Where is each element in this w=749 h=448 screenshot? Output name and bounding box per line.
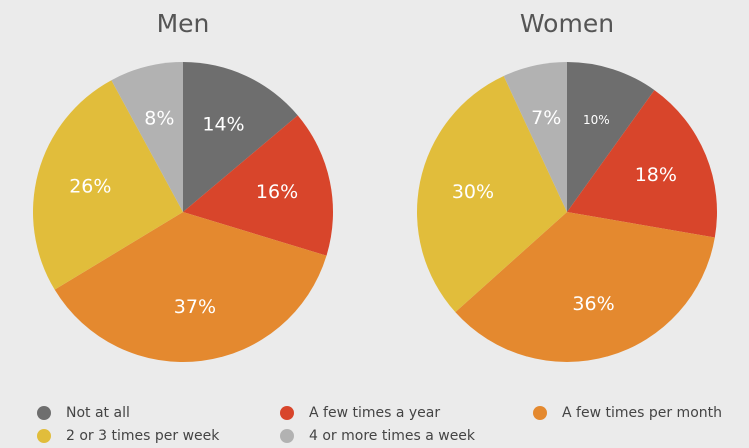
legend-label: 2 or 3 times per week <box>66 428 220 444</box>
legend-label: 4 or more times a week <box>309 428 476 444</box>
pie-slice <box>33 80 183 290</box>
pie-slice <box>111 62 183 212</box>
slice-label: 8% <box>144 107 174 129</box>
slice-label: 7% <box>531 107 561 129</box>
chart-title: Women <box>520 9 614 38</box>
legend-label: A few times a year <box>309 405 440 421</box>
legend-swatch <box>280 406 294 420</box>
legend-swatch <box>37 406 51 420</box>
slice-label: 10% <box>583 113 610 127</box>
pie-slice <box>567 62 655 212</box>
slice-label: 37% <box>174 296 216 318</box>
legend-label: A few times per month <box>562 405 722 421</box>
slice-label: 26% <box>69 175 111 197</box>
slice-label: 16% <box>256 181 298 203</box>
legend-swatch <box>533 406 547 420</box>
legend-swatch <box>280 429 294 443</box>
slice-label: 18% <box>635 164 677 186</box>
pie-slice <box>54 212 327 363</box>
pie-slice <box>567 90 718 238</box>
pie-slice <box>455 212 715 363</box>
legend-label: Not at all <box>66 405 130 421</box>
pie-slice <box>503 62 567 212</box>
slice-label: 14% <box>202 113 244 135</box>
legend-swatch <box>37 429 51 443</box>
pie-slice <box>183 62 298 212</box>
pie-slice <box>183 115 333 256</box>
chart-title: Men <box>157 9 210 38</box>
pie-slice <box>417 75 567 313</box>
slice-label: 30% <box>452 181 494 203</box>
slice-label: 36% <box>572 293 614 315</box>
